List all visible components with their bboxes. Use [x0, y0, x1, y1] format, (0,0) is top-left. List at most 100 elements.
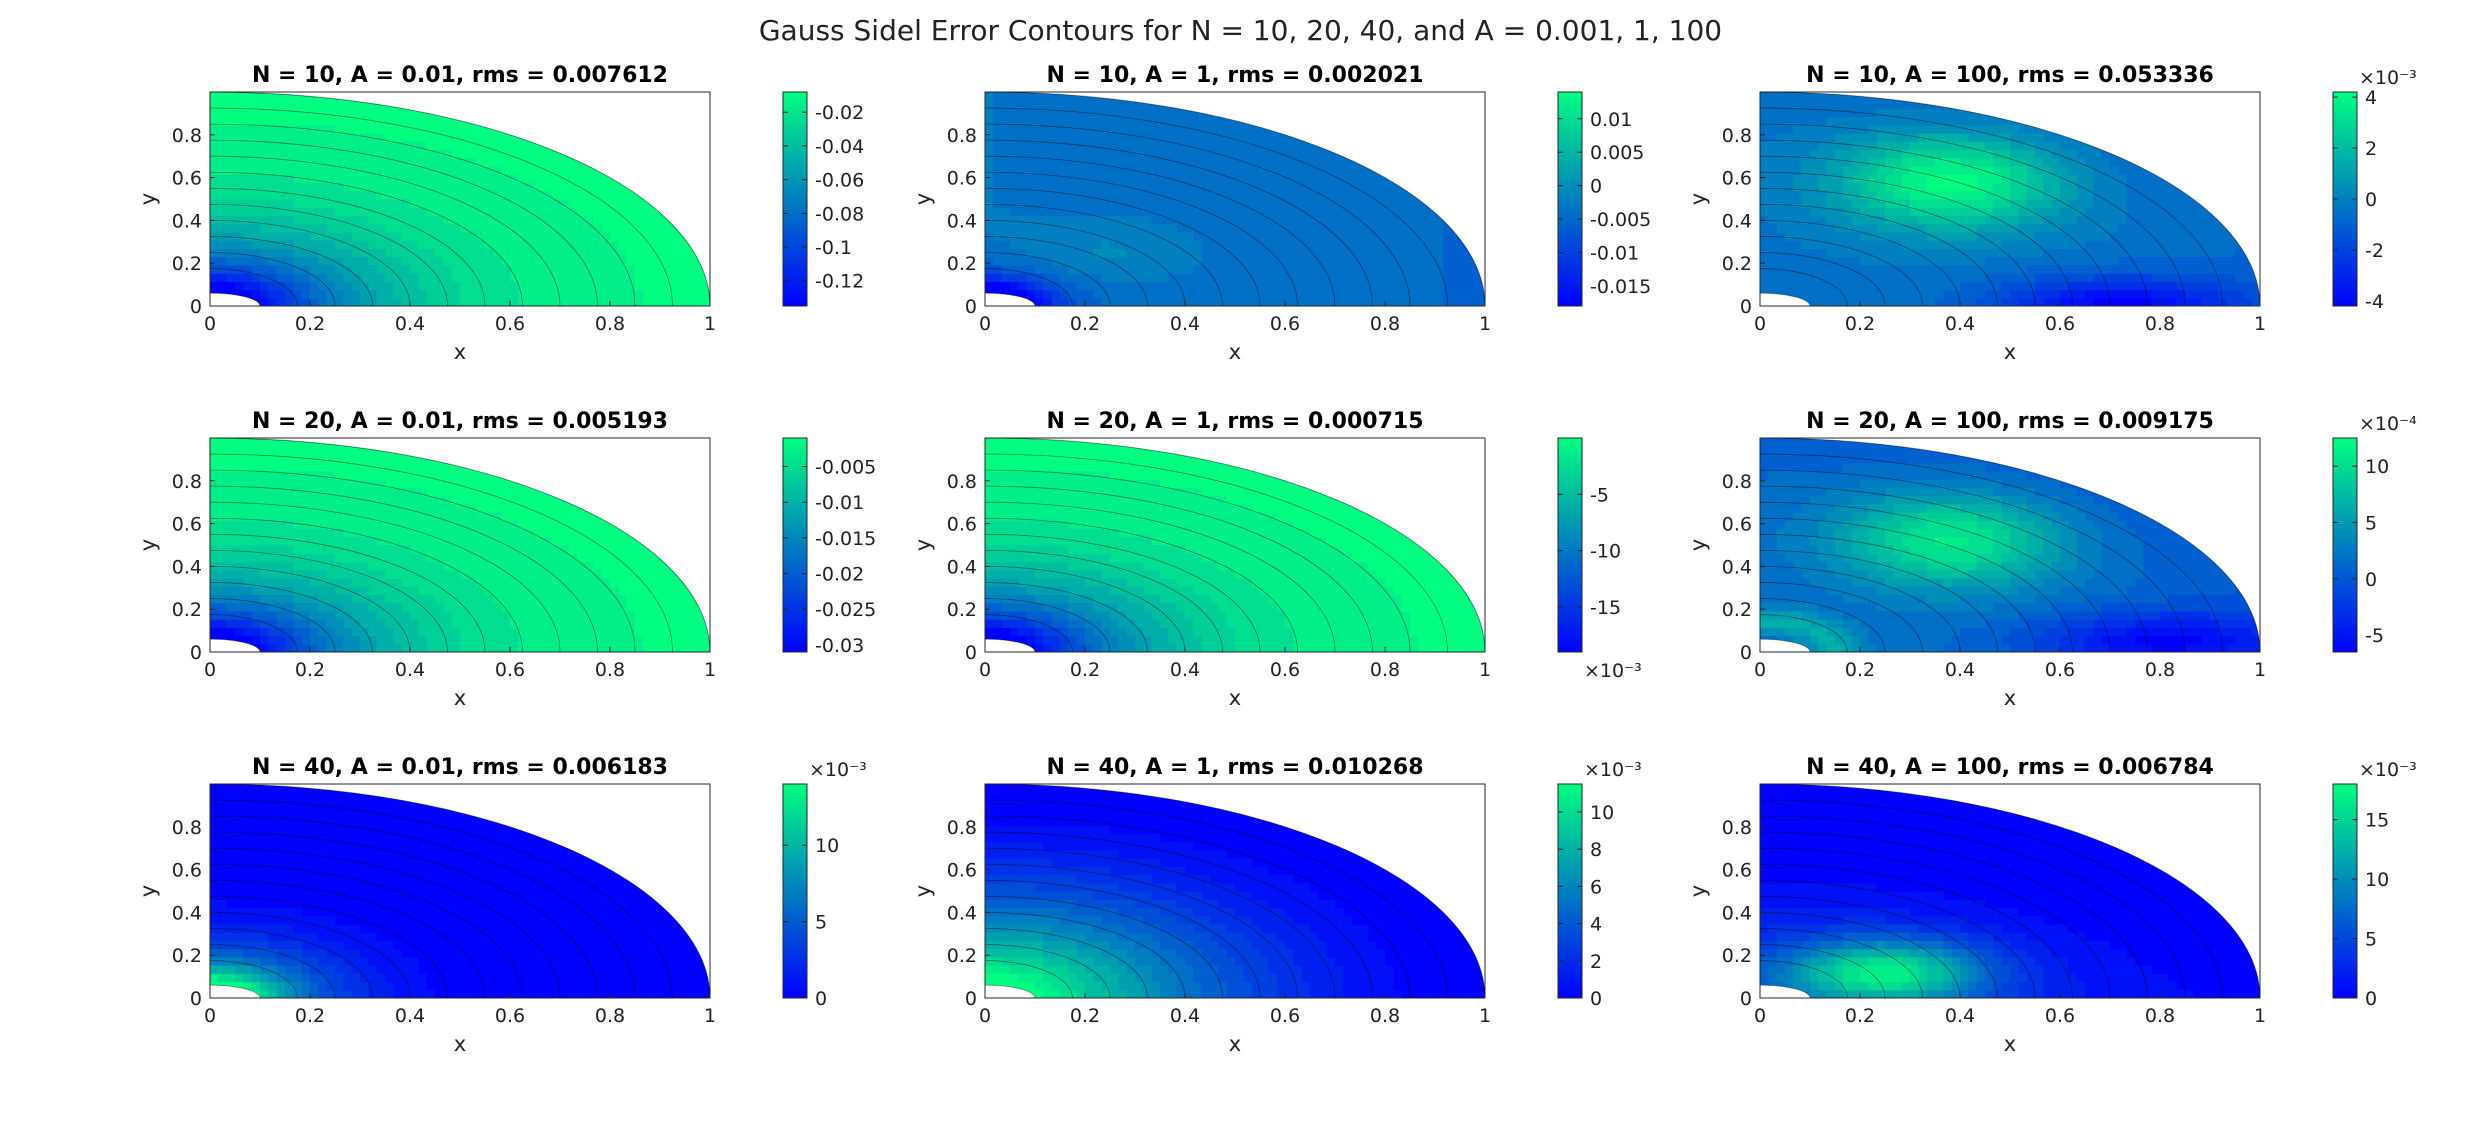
contour-line [210, 252, 336, 306]
contour-cell [1843, 149, 1853, 159]
contour-cell [1810, 240, 1819, 249]
contour-cell [1268, 166, 1278, 175]
contour-cell [1068, 124, 1078, 134]
contour-cell [210, 470, 219, 480]
contour-cell [1143, 133, 1153, 142]
contour-cell [1768, 240, 1778, 249]
contour-cell [2226, 297, 2236, 306]
contour-cell [1368, 281, 1378, 291]
contour-cell [1793, 199, 1803, 208]
contour-cell [1826, 199, 1836, 208]
contour-cell [1910, 215, 1919, 225]
contour-cell [1260, 166, 1269, 175]
contour-cell [1968, 108, 1978, 118]
contour-cell [1235, 166, 1244, 175]
contour-cell [1076, 116, 1086, 126]
contour-cell [1868, 108, 1878, 118]
contour-cell [635, 256, 644, 266]
contour-cell [2085, 141, 2094, 151]
contour-cell [2051, 297, 2061, 306]
contour-cell [226, 289, 236, 299]
contour-cell [1443, 297, 1453, 306]
contour-cell [2101, 149, 2111, 159]
contour-cell [610, 281, 619, 291]
contour-cell [585, 256, 594, 266]
contour-cell [1176, 108, 1186, 118]
contour-cell [1993, 289, 2003, 299]
contour-cell [2101, 223, 2111, 233]
contour-cell [451, 190, 461, 200]
contour-cell [2051, 215, 2061, 225]
contour-cell [2076, 207, 2086, 217]
contour-cell [501, 297, 511, 306]
colorbar-tick-label: -0.04 [815, 136, 864, 158]
contour-cell [1026, 92, 1036, 101]
contour-cell [1260, 297, 1269, 306]
contour-cell [593, 256, 603, 266]
contour-cell [1218, 223, 1228, 233]
contour-cell [276, 281, 286, 291]
contour-cell [526, 149, 536, 159]
contour-cell [401, 149, 411, 159]
contour-cell [1176, 297, 1186, 306]
contour-cell [1318, 231, 1328, 241]
contour-cell [343, 289, 353, 299]
contour-cell [1793, 289, 1803, 299]
contour-cell [2010, 215, 2019, 225]
contour-cell [485, 273, 494, 282]
contour-cell [401, 157, 411, 167]
contour-cell [510, 190, 519, 200]
contour-cell [468, 231, 478, 241]
contour-cell [460, 190, 469, 200]
contour-cell [1360, 182, 1369, 192]
contour-cell [318, 248, 328, 258]
contour-cell [1935, 256, 1944, 266]
y-axis-label: y [911, 193, 935, 205]
contour-cell [285, 190, 294, 200]
contour-cell [435, 190, 444, 200]
contour-cell [1901, 223, 1911, 233]
contour-cell [2085, 289, 2094, 299]
contour-cell [2043, 215, 2053, 225]
contour-cell [2068, 182, 2078, 192]
contour-cell [1968, 240, 1978, 249]
contour-cell [1068, 92, 1078, 101]
contour-cell [1776, 190, 1786, 200]
contour-cell [1460, 256, 1469, 266]
contour-cell [1776, 100, 1786, 110]
contour-cell [335, 264, 344, 274]
contour-cell [635, 215, 644, 225]
contour-cell [1110, 256, 1119, 266]
contour-cell [535, 223, 544, 233]
contour-cell [210, 133, 219, 142]
contour-cell [1143, 166, 1153, 175]
contour-cell [1026, 281, 1036, 291]
contour-cell [468, 199, 478, 208]
contour-cell [1276, 182, 1286, 192]
contour-cell [1318, 215, 1328, 225]
contour-cell [343, 149, 353, 159]
contour-cell [1301, 199, 1311, 208]
contour-cell [451, 264, 461, 274]
contour-cell [2093, 264, 2103, 274]
contour-cell [1860, 166, 1869, 175]
contour-cell [2085, 256, 2094, 266]
contour-cell [1118, 273, 1128, 282]
contour-cell [1251, 182, 1261, 192]
contour-cell [435, 133, 444, 142]
contour-cell [1210, 256, 1219, 266]
contour-cell [1768, 157, 1778, 167]
contour-cell [451, 223, 461, 233]
contour-cell [401, 207, 411, 217]
contour-cell [1443, 240, 1453, 249]
contour-cell [501, 281, 511, 291]
contour-line [1760, 268, 1848, 306]
contour-cell [543, 264, 553, 274]
contour-cell [1168, 256, 1178, 266]
contour-cell [510, 231, 519, 241]
contour-cell [1035, 240, 1044, 249]
contour-cell [1960, 297, 1969, 306]
contour-cell [993, 174, 1003, 184]
contour-cell [1176, 223, 1186, 233]
contour-cell [1160, 182, 1169, 192]
